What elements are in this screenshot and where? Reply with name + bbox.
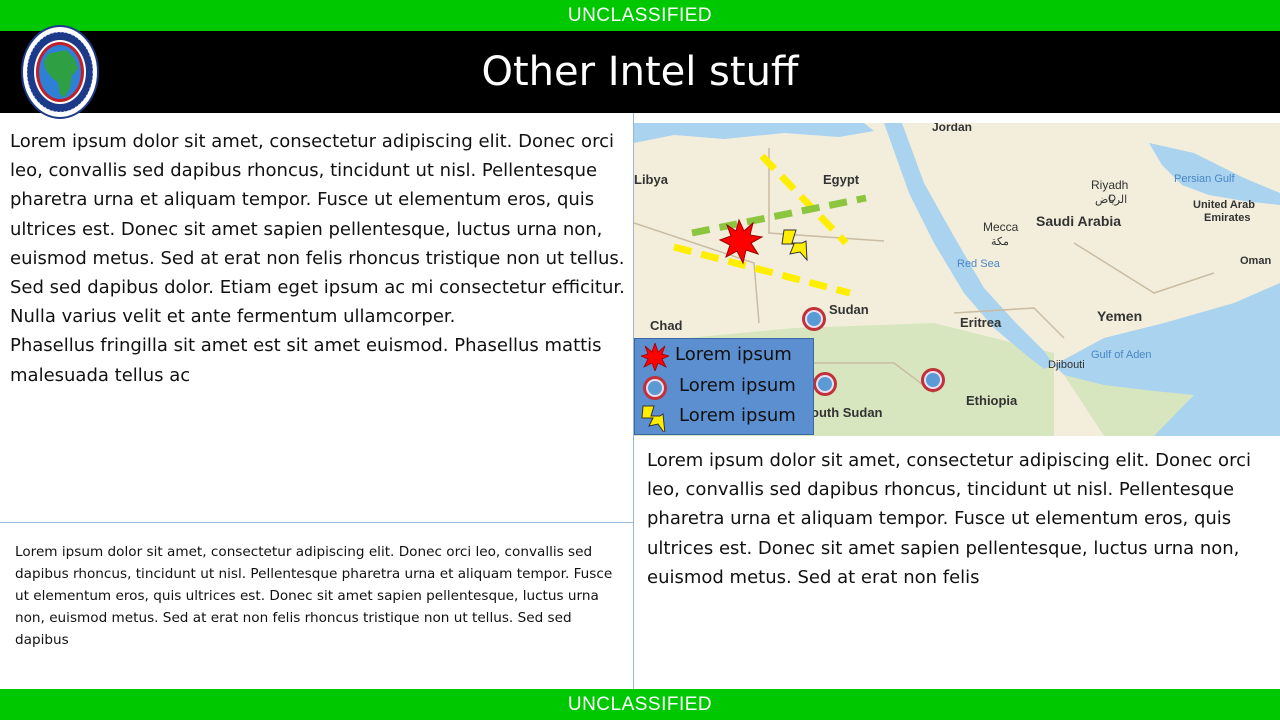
- legend-item: Lorem ipsum: [635, 402, 815, 432]
- left-top-text-block: Lorem ipsum dolor sit amet, consectetur …: [10, 131, 625, 386]
- map-label-djibouti: Djibouti: [1048, 359, 1085, 371]
- map-label-gulf-of-aden: Gulf of Aden: [1091, 349, 1152, 361]
- riyadh-capital-icon: [1108, 194, 1116, 202]
- map-label-uae-1: United Arab: [1193, 199, 1255, 211]
- map-label-persian-gulf: Persian Gulf: [1174, 173, 1235, 185]
- map-label-yemen: Yemen: [1097, 308, 1142, 324]
- map-label-saudi-arabia: Saudi Arabia: [1036, 213, 1121, 229]
- lightning-icon: [641, 405, 666, 432]
- map-label-sudan: Sudan: [829, 302, 869, 317]
- legend-label: Lorem ipsum: [675, 344, 792, 365]
- map-label-mecca-ar: مكة: [991, 236, 1009, 248]
- legend-label: Lorem ipsum: [679, 375, 796, 396]
- horn-of-africa: [1064, 375, 1194, 436]
- border-saudi-yemen: [1073, 242, 1215, 294]
- mediterranean-sea: [634, 123, 874, 143]
- map-label-ethiopia: Ethiopia: [966, 393, 1018, 408]
- border-south-sudan: [794, 362, 935, 394]
- map-label-uae-2: Emirates: [1204, 212, 1250, 224]
- map-label-eritrea: Eritrea: [960, 315, 1002, 330]
- left-bottom-text-block: Lorem ipsum dolor sit amet, consectetur …: [15, 544, 613, 648]
- yellow-dashed-line-2: [673, 243, 851, 297]
- location-marker-icon[interactable]: [802, 307, 826, 331]
- classification-banner-bottom: UNCLASSIFIED: [0, 689, 1280, 720]
- explosion-icon[interactable]: [718, 218, 764, 265]
- map-label-riyadh-ar: الرياض: [1095, 194, 1127, 206]
- legend-item: Lorem ipsum: [635, 372, 815, 402]
- vertical-divider: [633, 113, 634, 689]
- africom-seal-icon: [21, 25, 99, 119]
- location-marker-icon: [643, 376, 667, 400]
- persian-gulf: [1149, 143, 1280, 205]
- map-legend: Lorem ipsum Lorem ipsum Lorem ipsum: [634, 338, 814, 435]
- legend-item: Lorem ipsum: [635, 341, 815, 371]
- map-label-libya: Libya: [634, 172, 669, 187]
- map-label-egypt: Egypt: [823, 172, 860, 187]
- border-eritrea: [953, 307, 1065, 339]
- green-dashed-line: [691, 194, 867, 237]
- horizontal-divider: [0, 522, 633, 523]
- location-marker-icon[interactable]: [813, 372, 837, 396]
- slide-title: Other Intel stuff: [481, 49, 799, 95]
- red-sea: [884, 123, 1054, 369]
- location-marker-icon[interactable]: [921, 368, 945, 392]
- map-label-chad: Chad: [650, 318, 683, 333]
- map-label-mecca: Mecca: [983, 220, 1019, 234]
- legend-label: Lorem ipsum: [679, 405, 796, 426]
- yellow-dashed-line-1: [759, 153, 849, 246]
- right-text-block: Lorem ipsum dolor sit amet, consectetur …: [647, 450, 1251, 588]
- classification-banner-top: UNCLASSIFIED: [0, 0, 1280, 31]
- map-label-oman: Oman: [1240, 255, 1271, 267]
- map-label-jordan: Jordan: [932, 123, 972, 134]
- map-label-south-sudan: outh Sudan: [811, 405, 883, 420]
- explosion-icon: [641, 343, 669, 371]
- map-label-riyadh: Riyadh: [1091, 178, 1128, 192]
- title-bar: Other Intel stuff: [0, 31, 1280, 113]
- border-libya: [634, 222, 760, 324]
- lightning-icon[interactable]: [781, 229, 808, 262]
- map-label-red-sea: Red Sea: [957, 258, 1001, 270]
